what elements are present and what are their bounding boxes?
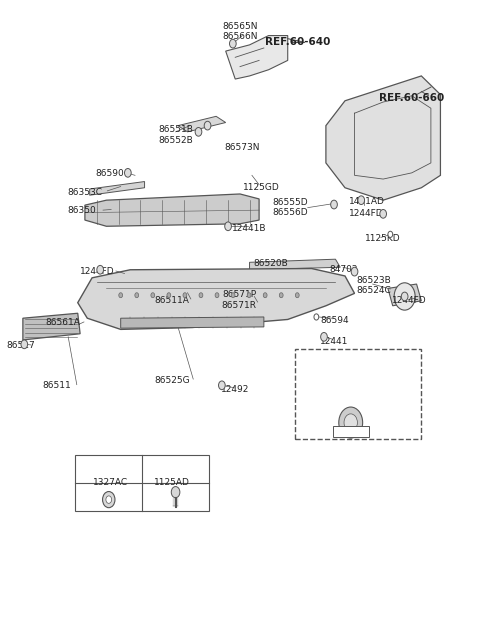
Circle shape	[380, 210, 386, 218]
Circle shape	[124, 168, 131, 177]
Text: 86551B
86552B: 86551B 86552B	[158, 125, 193, 145]
Bar	[333, 426, 369, 437]
Polygon shape	[85, 194, 259, 227]
Circle shape	[119, 293, 122, 298]
Circle shape	[215, 293, 219, 298]
Circle shape	[321, 333, 327, 341]
Circle shape	[231, 293, 235, 298]
Circle shape	[295, 293, 299, 298]
Text: 12441B: 12441B	[232, 223, 267, 233]
Text: 92201
92202: 92201 92202	[336, 372, 365, 391]
Circle shape	[135, 293, 139, 298]
Text: 86590: 86590	[96, 169, 125, 178]
Circle shape	[344, 414, 358, 431]
Circle shape	[103, 492, 115, 508]
Polygon shape	[120, 317, 264, 328]
Text: 86555D
86556D: 86555D 86556D	[273, 198, 308, 217]
Circle shape	[229, 39, 236, 48]
Circle shape	[394, 283, 415, 310]
Polygon shape	[250, 259, 340, 270]
Text: 86573N: 86573N	[225, 143, 260, 152]
Polygon shape	[226, 36, 288, 79]
Circle shape	[167, 293, 171, 298]
Polygon shape	[388, 284, 421, 306]
Circle shape	[151, 293, 155, 298]
Text: 12441: 12441	[320, 337, 348, 346]
Circle shape	[225, 222, 231, 231]
Text: 86353C: 86353C	[67, 188, 102, 197]
Text: 1125AD: 1125AD	[154, 479, 190, 487]
Text: 86523B
86524C: 86523B 86524C	[356, 276, 391, 295]
Circle shape	[106, 496, 112, 504]
Text: REF.60-640: REF.60-640	[264, 37, 330, 47]
Circle shape	[97, 265, 104, 274]
Text: REF.60-660: REF.60-660	[379, 93, 444, 103]
Text: 86350: 86350	[67, 207, 96, 215]
Circle shape	[263, 293, 267, 298]
Circle shape	[218, 381, 225, 389]
Circle shape	[195, 127, 202, 136]
Text: 1125KD: 1125KD	[365, 234, 401, 243]
Text: 84702: 84702	[330, 265, 358, 275]
Circle shape	[279, 293, 283, 298]
Circle shape	[358, 196, 364, 205]
Polygon shape	[78, 268, 355, 329]
Circle shape	[388, 232, 393, 238]
Polygon shape	[23, 313, 80, 340]
Text: 1244FD: 1244FD	[349, 209, 384, 218]
Text: 86571P
86571R: 86571P 86571R	[222, 291, 256, 310]
Text: 18647: 18647	[336, 408, 365, 417]
Text: 86561A: 86561A	[45, 318, 80, 327]
Text: 1244FD: 1244FD	[80, 267, 114, 276]
Text: 86520B: 86520B	[253, 259, 288, 268]
Text: 86511A: 86511A	[155, 296, 190, 305]
FancyBboxPatch shape	[295, 349, 421, 439]
Text: 86594: 86594	[320, 316, 349, 325]
Text: 86517: 86517	[6, 341, 35, 350]
Text: 1125GD: 1125GD	[243, 183, 280, 192]
Circle shape	[247, 293, 251, 298]
Circle shape	[171, 487, 180, 498]
Circle shape	[331, 200, 337, 209]
Text: 1327AC: 1327AC	[93, 479, 128, 487]
Text: 12492: 12492	[221, 384, 250, 394]
Text: 86511: 86511	[42, 381, 71, 390]
Circle shape	[199, 293, 203, 298]
Text: 86565N
86566N: 86565N 86566N	[222, 21, 258, 41]
Text: 1244FD: 1244FD	[392, 296, 427, 305]
Circle shape	[351, 267, 358, 276]
Polygon shape	[90, 182, 144, 195]
Circle shape	[339, 407, 363, 438]
Text: 86525G: 86525G	[155, 376, 190, 385]
Circle shape	[314, 314, 319, 320]
Polygon shape	[326, 76, 441, 200]
Polygon shape	[178, 116, 226, 132]
Circle shape	[21, 340, 28, 349]
Circle shape	[204, 121, 211, 130]
Bar	[75, 455, 209, 511]
Text: (W/FOG LAMP): (W/FOG LAMP)	[318, 359, 384, 369]
Circle shape	[401, 292, 408, 301]
Text: 1491AD: 1491AD	[348, 197, 384, 206]
Circle shape	[183, 293, 187, 298]
